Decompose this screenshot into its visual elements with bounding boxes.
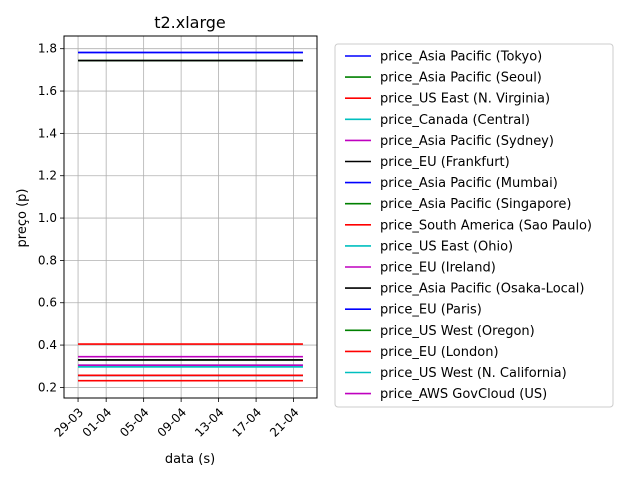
legend-label: price_AWS GovCloud (US): [380, 387, 547, 402]
y-tick-label: 0.6: [38, 296, 57, 310]
legend-label: price_EU (Ireland): [380, 261, 496, 276]
chart-title: t2.xlarge: [154, 13, 226, 32]
y-axis-ticks: 0.2 0.4 0.6 0.8 1.0 1.2 1.4 1.6 1.8: [38, 42, 64, 394]
y-tick-label: 0.8: [38, 253, 57, 267]
y-tick-label: 0.4: [38, 338, 57, 352]
legend-label: price_EU (Paris): [380, 303, 482, 318]
legend-label: price_EU (Frankfurt): [380, 155, 510, 170]
legend-label: price_US West (Oregon): [380, 324, 535, 339]
legend-label: price_Asia Pacific (Tokyo): [380, 50, 542, 65]
y-tick-label: 1.0: [38, 211, 57, 225]
legend-label: price_Canada (Central): [380, 113, 530, 128]
legend-label: price_US East (N. Virginia): [380, 92, 550, 107]
legend-label: price_Asia Pacific (Seoul): [380, 71, 542, 86]
y-tick-label: 1.6: [38, 84, 57, 98]
plot-area-frame: [63, 35, 318, 399]
legend-frame: [334, 43, 614, 408]
legend-label: price_Asia Pacific (Sydney): [380, 134, 554, 149]
y-tick-label: 1.2: [38, 169, 57, 183]
x-tick-label: 13-04: [192, 405, 227, 440]
x-tick-label: 05-04: [117, 405, 152, 440]
series-lines: [78, 51, 303, 382]
x-tick-label: 21-04: [267, 405, 302, 440]
y-tick-label: 1.8: [38, 42, 57, 56]
x-tick-label: 17-04: [230, 405, 265, 440]
legend-label: price_EU (London): [380, 345, 499, 360]
x-tick-label: 29-03: [52, 405, 87, 440]
legend-label: price_Asia Pacific (Mumbai): [380, 176, 558, 191]
legend-label: price_Asia Pacific (Singapore): [380, 197, 571, 212]
x-axis-label: data (s): [165, 452, 215, 467]
y-tick-label: 1.4: [38, 126, 57, 140]
legend-label: price_US East (Ohio): [380, 239, 513, 254]
legend-label: price_South America (Sao Paulo): [380, 218, 592, 233]
y-tick-label: 0.2: [38, 380, 57, 394]
x-tick-label: 01-04: [80, 405, 115, 440]
y-axis-label: preço (p): [15, 189, 30, 248]
x-tick-label: 09-04: [155, 405, 190, 440]
legend: price_Asia Pacific (Tokyo) price_Asia Pac…: [334, 43, 614, 408]
legend-label: price_US West (N. California): [380, 366, 567, 381]
legend-label: price_Asia Pacific (Osaka-Local): [380, 282, 584, 297]
grid-lines: [64, 36, 317, 398]
